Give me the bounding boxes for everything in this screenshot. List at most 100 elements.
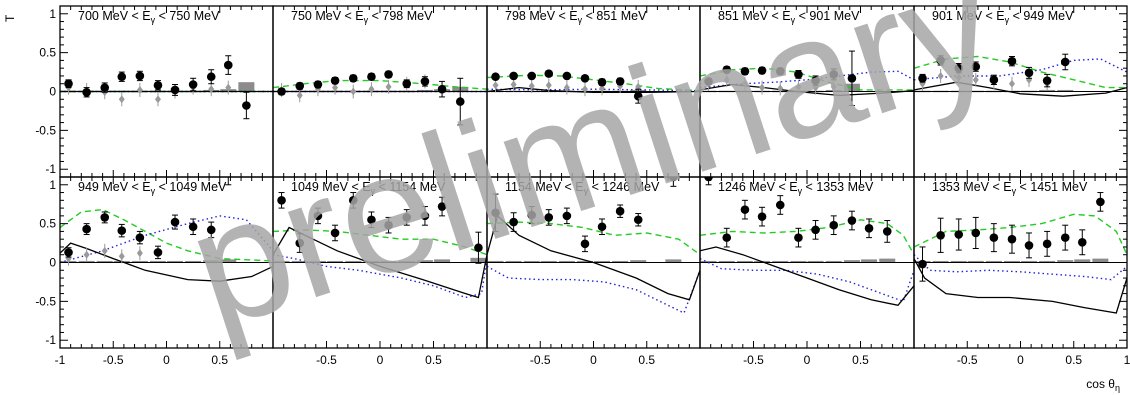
panel-plot-area <box>273 192 487 299</box>
x-tick-label: 0.5 <box>852 353 869 367</box>
systematic-bar <box>967 260 984 263</box>
x-axis-label: cos θη <box>1086 377 1120 393</box>
data-point <box>206 225 216 235</box>
systematic-bar <box>167 260 184 263</box>
systematic-bar <box>736 260 753 263</box>
data-point <box>847 216 857 225</box>
data-point <box>794 233 803 242</box>
green-dashed-curve <box>914 55 1127 89</box>
data-point <box>348 73 358 83</box>
data-point <box>527 210 537 220</box>
systematic-bar <box>185 260 202 263</box>
data-point <box>384 70 393 79</box>
systematic-bar <box>273 260 290 263</box>
x-tick-label: -1 <box>55 353 66 367</box>
green-dashed-curve <box>700 219 914 256</box>
data-point <box>936 56 945 65</box>
panels-layer: 700 MeV < Eγ < 750 MeV 750 MeV < Eγ < 798… <box>59 5 1128 349</box>
y-tick-label: 1 <box>49 178 56 192</box>
data-point <box>527 71 537 81</box>
panel-title: 1353 MeV < Eγ < 1451 MeV <box>932 180 1088 196</box>
systematic-bar <box>612 260 629 263</box>
data-point <box>580 73 590 83</box>
data-point <box>420 77 430 86</box>
data-point <box>1042 239 1052 249</box>
data-point <box>811 225 820 235</box>
black-solid-curve <box>60 242 273 282</box>
data-point <box>474 243 483 253</box>
systematic-bar <box>1057 89 1074 92</box>
systematic-bar <box>932 260 949 263</box>
panel-plot-area <box>60 55 273 120</box>
data-point <box>1007 234 1017 244</box>
green-dashed-curve <box>700 67 914 91</box>
systematic-bar <box>700 260 717 263</box>
data-point <box>491 208 500 218</box>
black-solid-curve <box>914 258 1127 314</box>
green-dashed-curve <box>60 208 273 262</box>
panel-plot-area <box>700 50 914 106</box>
systematic-bar <box>487 260 504 263</box>
systematic-bar <box>398 260 415 263</box>
panel-plot-area <box>273 70 487 126</box>
systematic-bar <box>131 260 148 263</box>
x-tick-label: 0 <box>163 353 170 367</box>
data-point <box>437 84 447 94</box>
systematic-bar <box>861 259 878 263</box>
systematic-bar <box>540 260 557 263</box>
data-point <box>100 213 110 222</box>
systematic-bar <box>291 260 308 263</box>
data-point <box>402 213 412 222</box>
panel: 901 MeV < Eγ < 949 MeV <box>913 5 1128 178</box>
systematic-bar <box>1003 260 1020 263</box>
x-tick-label: 0.5 <box>425 353 442 367</box>
y-tick-label: 1 <box>49 7 56 21</box>
data-point <box>971 228 981 238</box>
x-tick-label: -0.5 <box>316 353 337 367</box>
systematic-bar <box>523 260 540 263</box>
black-solid-curve <box>700 246 914 307</box>
panel-title: 1154 MeV < Eγ < 1246 MeV <box>505 180 660 196</box>
black-solid-curve <box>273 226 487 299</box>
data-point <box>811 76 820 85</box>
data-point <box>223 60 233 70</box>
data-point <box>918 73 927 83</box>
data-point <box>597 222 607 232</box>
systematic-bar <box>345 260 362 263</box>
data-point <box>722 65 732 75</box>
panel-title: 798 MeV < Eγ < 851 MeV <box>505 9 647 25</box>
data-point <box>1024 68 1034 78</box>
systematic-bar <box>985 260 1002 263</box>
x-tick-label: -0.5 <box>103 353 124 367</box>
y-tick-label: 0 <box>49 256 56 270</box>
data-point <box>82 87 91 97</box>
y-tick-label: -1 <box>45 333 56 347</box>
systematic-bar <box>363 260 380 263</box>
systematic-bar <box>950 260 967 263</box>
data-point <box>437 202 447 211</box>
blue-dotted-curve <box>700 257 914 303</box>
data-point <box>775 200 785 210</box>
green-dashed-curve <box>914 213 1127 255</box>
data-point <box>954 230 964 239</box>
data-point <box>313 211 323 221</box>
systematic-bar <box>843 260 860 263</box>
data-point <box>847 73 857 83</box>
data-point <box>384 220 393 230</box>
panel-plot-area <box>60 177 273 282</box>
data-point <box>775 66 785 76</box>
data-point <box>954 63 964 73</box>
panel: 949 MeV < Eγ < 1049 MeV <box>59 176 274 349</box>
panel-title: 1246 MeV < Eγ < 1353 MeV <box>718 180 874 196</box>
data-point <box>989 233 999 242</box>
data-point <box>117 226 127 235</box>
data-point <box>64 79 73 89</box>
systematic-bar <box>630 260 647 263</box>
systematic-bar <box>772 260 789 263</box>
black-solid-curve <box>914 81 1127 97</box>
y-axis-label: T <box>3 14 17 22</box>
systematic-bar <box>576 260 593 263</box>
data-point <box>936 230 945 240</box>
systematic-bar <box>380 260 397 263</box>
panel: 1154 MeV < Eγ < 1246 MeV <box>486 176 701 349</box>
